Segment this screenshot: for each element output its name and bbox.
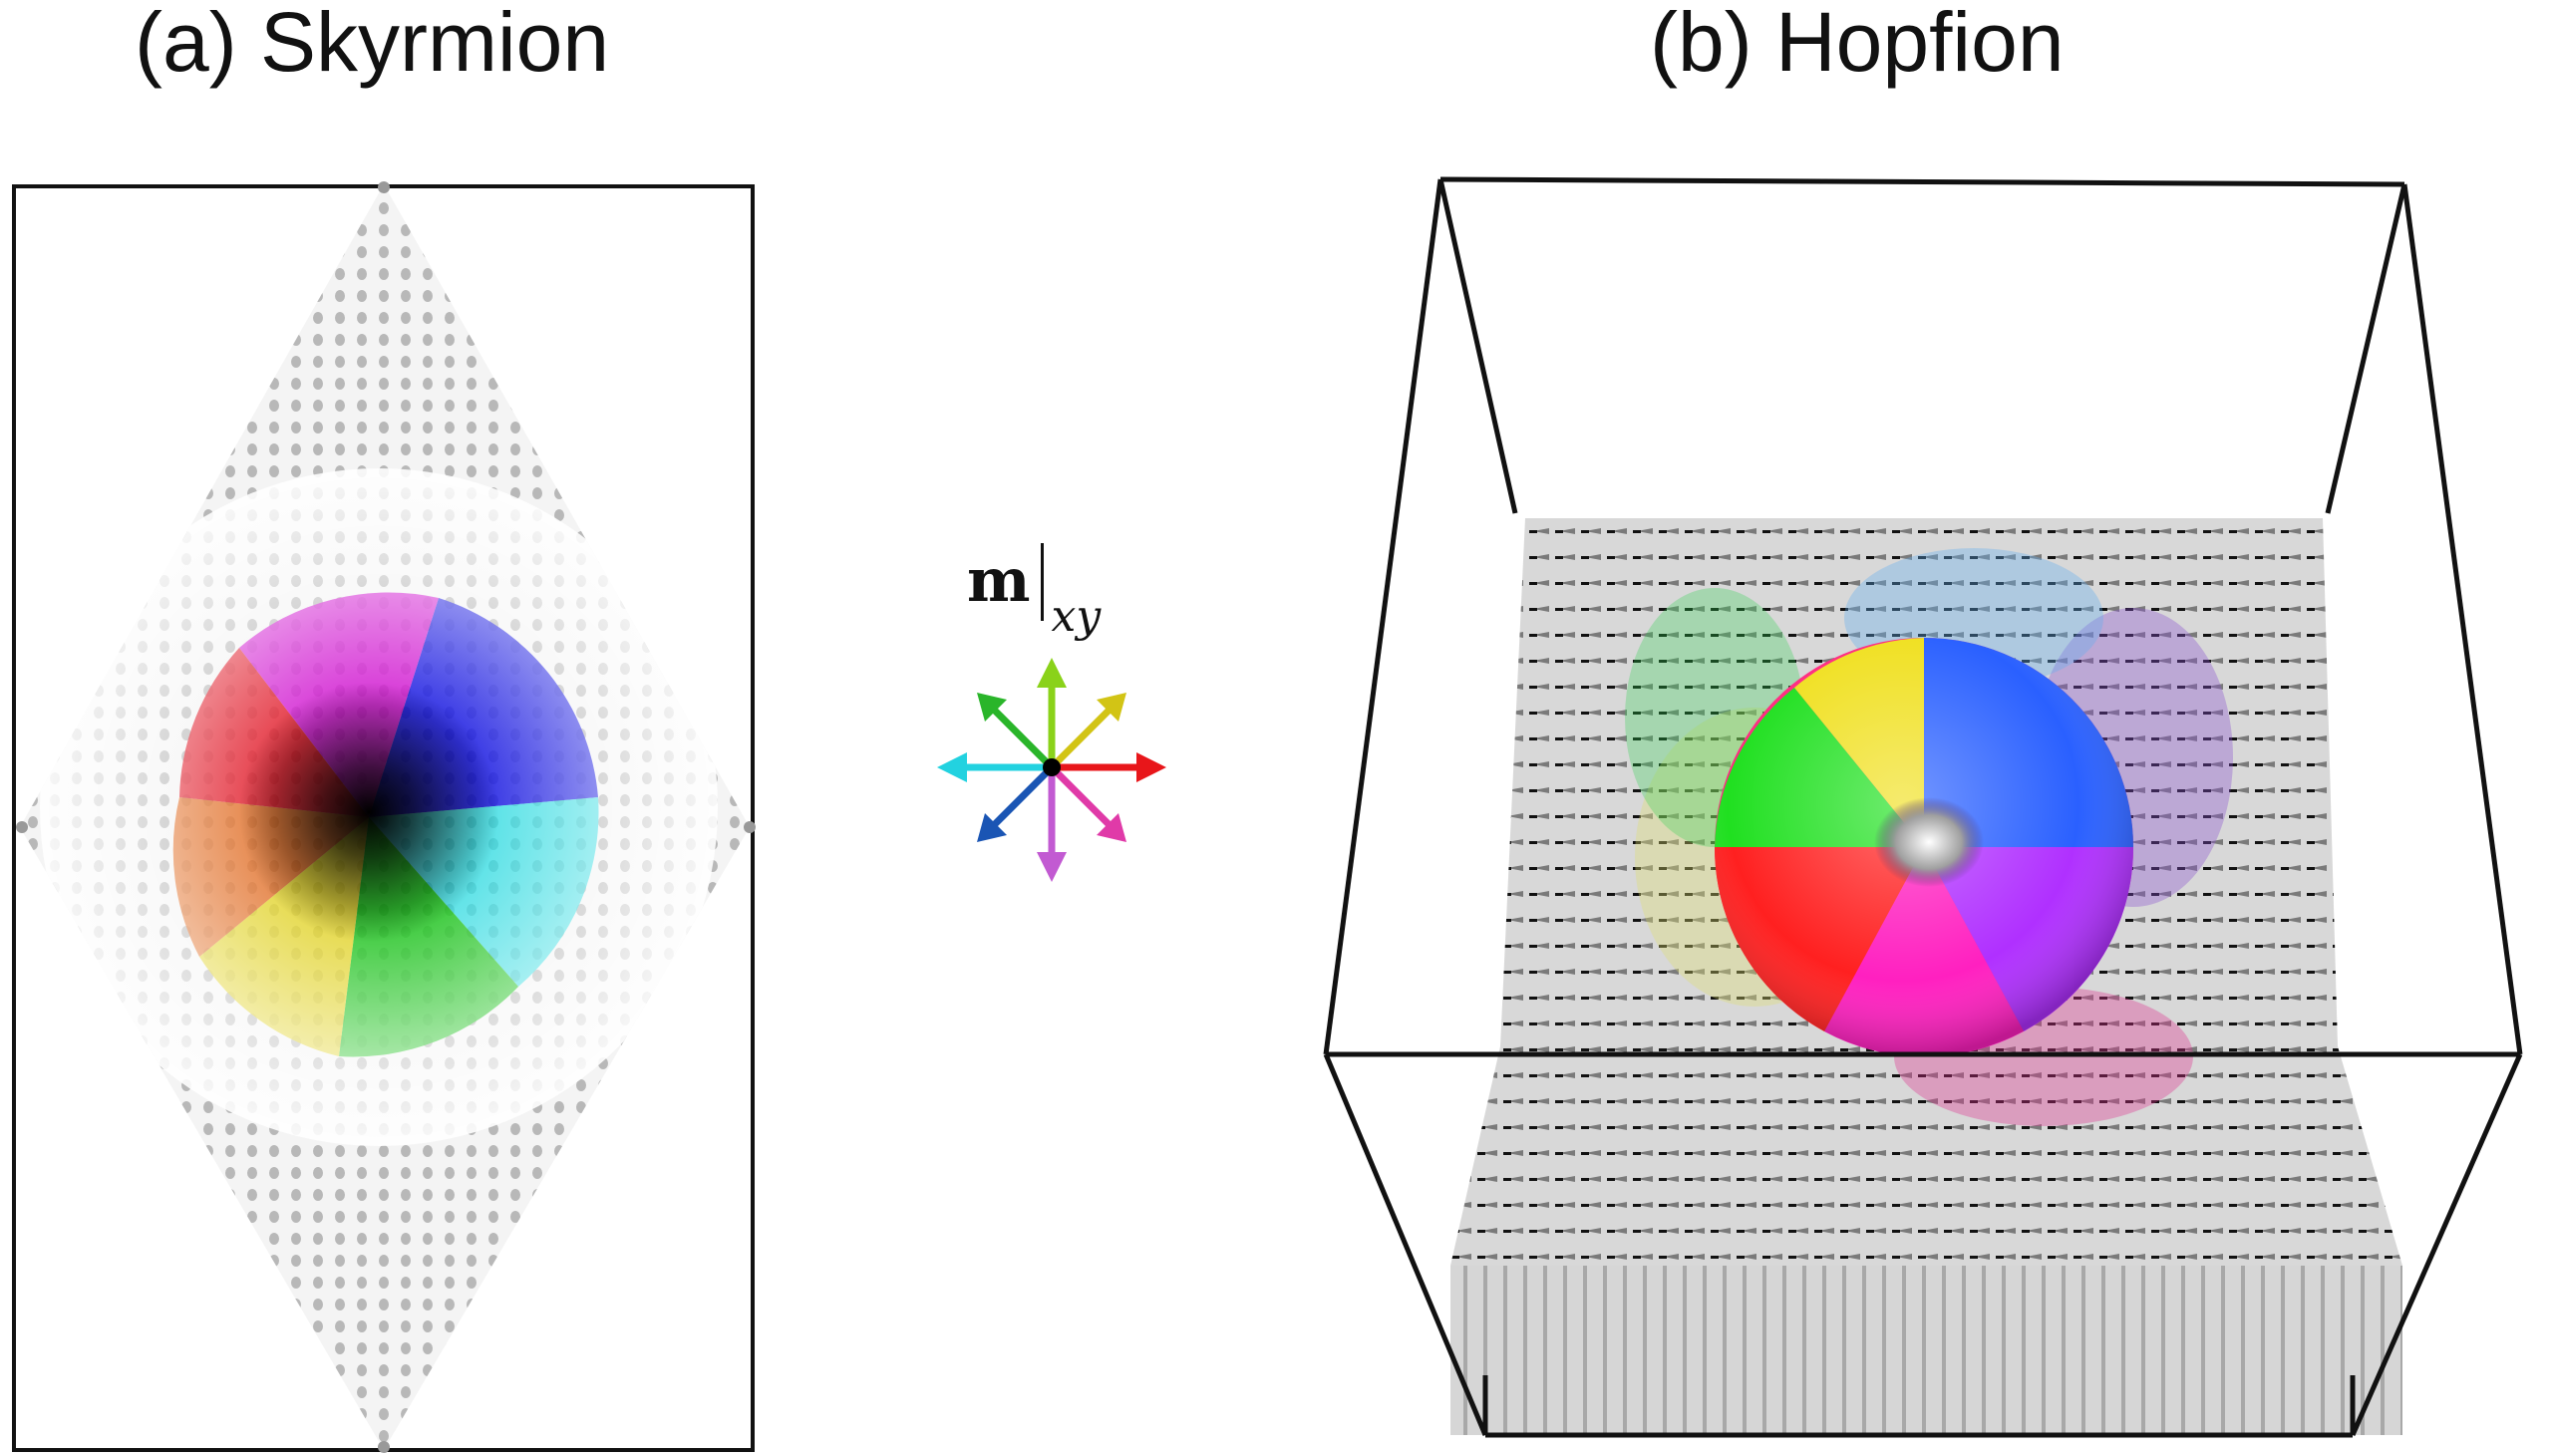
skyrmion-lattice [16, 181, 756, 1453]
legend-arrows [937, 658, 1166, 882]
legend-label: mxy [967, 543, 1101, 642]
panel-b-title: (b) Hopfion [1650, 0, 2065, 89]
hopfion-box [1323, 176, 2523, 1438]
legend-symbol: m [967, 546, 1031, 616]
legend-bar [1040, 543, 1044, 621]
hopfion-torus [1714, 638, 2134, 1057]
panel-a-title: (a) Skyrmion [135, 0, 610, 89]
legend-subscript: xy [1051, 591, 1102, 642]
